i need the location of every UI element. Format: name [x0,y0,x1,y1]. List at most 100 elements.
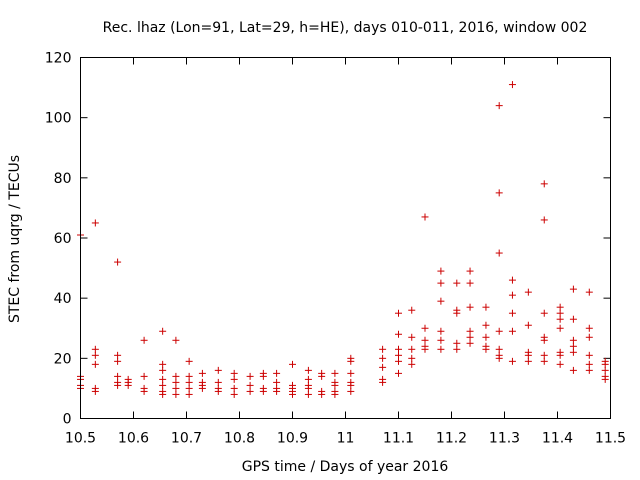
data-point [585,333,593,341]
data-point [198,384,206,392]
data-point [556,324,564,332]
data-point [569,336,577,344]
data-point [569,366,577,374]
data-point [495,249,503,257]
data-point [421,336,429,344]
data-point [453,345,461,353]
y-tick-label: 40 [54,291,72,307]
data-point [379,345,387,353]
x-tick-label: 11.1 [383,431,414,447]
data-point [585,288,593,296]
data-point [466,339,474,347]
data-point [230,390,238,398]
data-point [569,315,577,323]
y-tick-label: 80 [54,171,72,187]
data-point [482,333,490,341]
x-tick-label: 11 [337,431,355,447]
x-tick-label: 11.2 [436,431,467,447]
data-point [289,390,296,398]
data-point [331,369,339,377]
data-point [304,375,312,383]
data-point [421,345,429,353]
data-point [466,333,474,341]
data-point [508,276,516,284]
data-point [524,357,532,365]
data-point [259,372,267,380]
data-point [437,267,445,275]
data-point [114,372,122,380]
data-point [466,327,474,335]
data-point [172,372,180,380]
data-point [246,381,254,389]
y-axis-label: STEC from uqrg / TECUs [7,155,23,323]
data-point [437,279,445,287]
data-point [159,366,167,374]
data-point [408,306,416,314]
data-point [114,351,122,359]
data-points [77,81,609,398]
data-point [601,360,609,368]
data-point [289,360,296,368]
data-point [214,366,222,374]
data-point [495,327,503,335]
data-point [304,390,312,398]
x-tick-label: 10.5 [65,431,96,447]
data-point [524,321,532,329]
chart-title: Rec. lhaz (Lon=91, Lat=29, h=HE), days 0… [103,20,588,36]
data-point [395,309,402,317]
data-point [540,357,548,365]
data-point [273,387,281,395]
data-point [585,351,593,359]
data-point [185,372,193,380]
data-point [318,372,326,380]
data-point [198,369,206,377]
data-point [495,102,503,110]
data-point [246,372,254,380]
data-point [453,339,461,347]
data-point [556,351,564,359]
data-point [437,327,445,335]
data-point [91,345,99,353]
data-point [318,390,326,398]
data-point [159,390,167,398]
y-tick-label: 0 [63,412,72,428]
data-point [91,351,99,359]
data-point [495,345,503,353]
data-point [331,390,339,398]
x-tick-label: 10.6 [118,431,149,447]
data-point [273,378,281,386]
data-point [185,390,193,398]
data-point [159,327,167,335]
data-point [185,357,193,365]
y-tick-label: 60 [54,231,72,247]
data-point [408,333,416,341]
data-point [124,381,132,389]
data-point [540,180,548,188]
data-point [347,369,355,377]
data-point [159,360,167,368]
data-point [395,369,402,377]
data-point [508,327,516,335]
data-point [508,309,516,317]
data-point [140,387,148,395]
data-point [304,366,312,374]
data-point [421,213,429,221]
data-point [347,357,355,365]
x-tick-label: 11.5 [595,431,626,447]
data-point [540,336,548,344]
data-point [172,384,180,392]
data-point [569,342,577,350]
data-point [569,348,577,356]
data-point [379,354,387,362]
x-tick-label: 11.3 [489,431,520,447]
data-point [556,303,564,311]
data-point [453,279,461,287]
data-point [508,291,516,299]
data-point [421,324,429,332]
data-point [437,345,445,353]
data-point [466,267,474,275]
x-tick-label: 10.8 [224,431,255,447]
data-point [214,387,222,395]
data-point [172,336,180,344]
data-point [91,387,99,395]
